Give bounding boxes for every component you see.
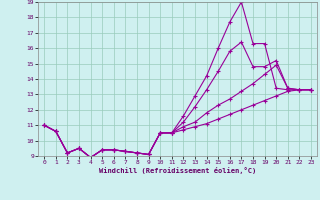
X-axis label: Windchill (Refroidissement éolien,°C): Windchill (Refroidissement éolien,°C) <box>99 167 256 174</box>
